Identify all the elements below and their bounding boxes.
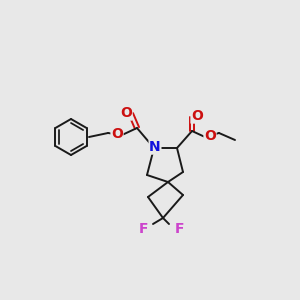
Text: O: O bbox=[120, 106, 132, 120]
Text: O: O bbox=[191, 109, 203, 123]
Text: N: N bbox=[149, 140, 161, 154]
Text: O: O bbox=[204, 129, 216, 143]
Text: F: F bbox=[174, 222, 184, 236]
Text: O: O bbox=[111, 127, 123, 141]
Text: F: F bbox=[138, 222, 148, 236]
